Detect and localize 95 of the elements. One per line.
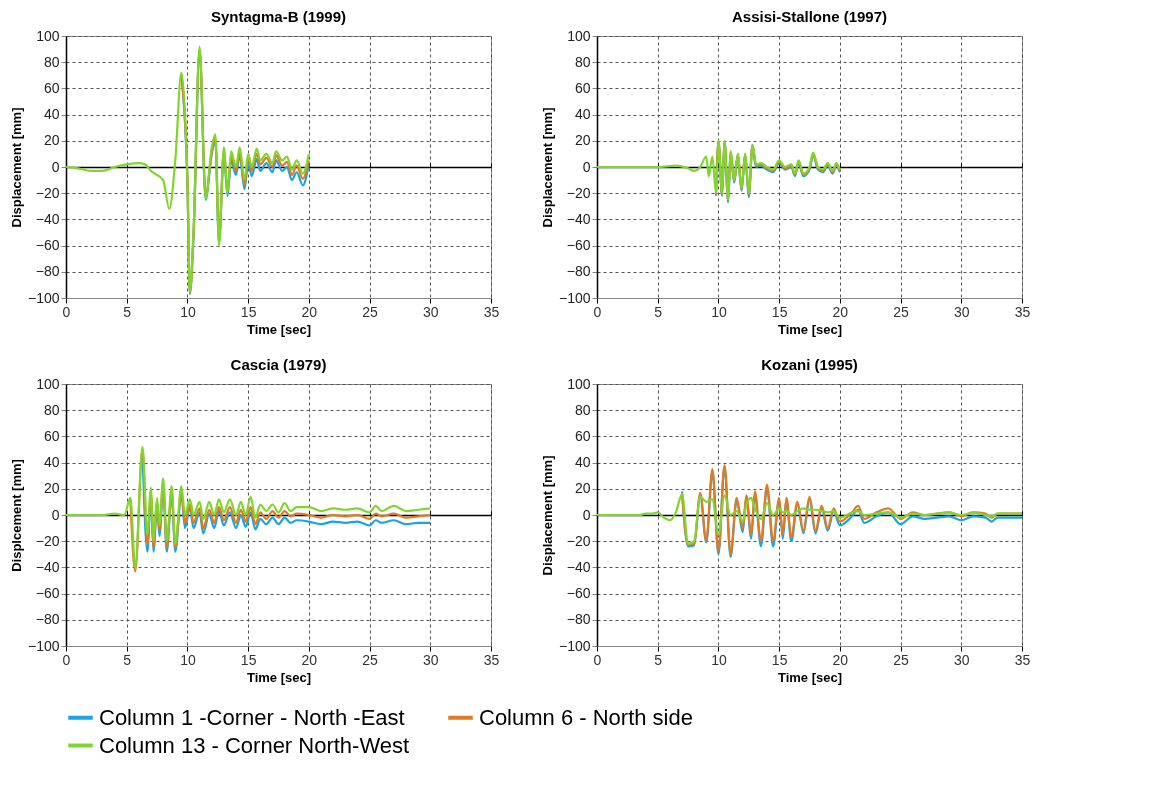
y-tick-label: 100 [36,375,60,392]
y-tick-label: −100 [558,289,591,306]
y-tick-label: −40 [566,558,591,575]
line-series [66,445,432,569]
y-tick-label: −100 [27,289,60,306]
x-tick-label: 20 [301,651,318,668]
y-tick-label: 100 [567,375,591,392]
y-tick-label: 40 [574,106,591,123]
x-tick-label: 20 [301,303,318,320]
y-tick-label: 80 [574,401,591,418]
x-tick-label: 30 [954,651,970,668]
y-tick-label: −80 [35,611,60,628]
y-axis-title: Displcement [mm] [8,459,24,572]
x-axis-title: Time [sec] [777,669,843,685]
y-tick-label: 100 [567,27,591,44]
x-tick-label: 30 [423,303,439,320]
y-tick-label: 0 [51,506,60,523]
y-tick-label: 0 [51,158,60,175]
x-tick-label: 35 [483,303,500,320]
y-tick-label: −80 [35,263,60,280]
x-tick-label: 10 [711,303,727,320]
y-tick-label: −80 [566,611,591,628]
x-tick-label: 25 [362,303,379,320]
y-tick-label: 40 [43,454,60,471]
y-axis-title: Displacement [mm] [539,455,555,576]
x-tick-label: 10 [180,651,196,668]
chart-title: Kozani (1995) [761,356,858,373]
y-tick-label: 80 [43,53,60,70]
y-tick-label: 100 [36,27,60,44]
y-tick-label: 40 [574,454,591,471]
x-tick-label: 0 [62,303,71,320]
x-tick-label: 0 [593,651,602,668]
line-series [597,492,1022,545]
y-tick-label: 80 [574,53,591,70]
y-tick-label: 20 [43,132,60,149]
y-tick-label: −80 [566,263,591,280]
x-tick-label: 25 [893,303,910,320]
x-tick-label: 35 [483,651,500,668]
y-tick-label: −40 [35,210,60,227]
x-tick-label: 35 [1014,303,1031,320]
x-tick-label: 15 [240,303,257,320]
x-tick-label: 0 [62,651,71,668]
y-tick-label: 60 [43,427,60,444]
x-tick-label: 15 [240,651,257,668]
x-tick-label: 0 [593,303,602,320]
y-tick-label: −20 [35,184,60,201]
y-axis-title: Displacement [mm] [8,107,24,228]
y-axis-title: Displacement [mm] [539,107,555,228]
y-tick-label: 80 [43,401,60,418]
x-axis-title: Time [sec] [246,669,312,685]
y-tick-label: −20 [35,532,60,549]
x-tick-label: 15 [771,651,788,668]
line-series [597,139,841,201]
y-tick-label: 20 [574,480,591,497]
x-tick-label: 5 [654,651,663,668]
x-tick-label: 30 [423,651,439,668]
y-tick-label: 60 [574,427,591,444]
y-tick-label: −60 [566,237,591,254]
y-tick-label: −100 [27,637,60,654]
line-series [66,45,310,293]
y-tick-label: −60 [35,237,60,254]
y-tick-label: 20 [43,480,60,497]
x-tick-label: 20 [832,651,849,668]
y-tick-label: 0 [582,506,591,523]
y-tick-label: −60 [35,585,60,602]
x-tick-label: 5 [123,303,132,320]
x-tick-label: 15 [771,303,788,320]
y-tick-label: −40 [566,210,591,227]
chart-title: Cascia (1979) [230,356,327,373]
x-tick-label: 10 [711,651,727,668]
x-axis-title: Time [sec] [777,321,843,337]
chart-title: Assisi-Stallone (1997) [731,8,888,25]
x-tick-label: 25 [362,651,379,668]
y-tick-label: 40 [43,106,60,123]
x-tick-label: 5 [123,651,132,668]
x-tick-label: 30 [954,303,970,320]
x-tick-label: 35 [1014,651,1031,668]
y-tick-label: −100 [558,637,591,654]
y-tick-label: 0 [582,158,591,175]
legend-label: Column 1 -Corner - North -East [99,704,405,730]
y-tick-label: 20 [574,132,591,149]
y-tick-label: −60 [566,585,591,602]
y-tick-label: −20 [566,184,591,201]
x-tick-label: 20 [832,303,849,320]
legend-label: Column 6 - North side [479,704,693,730]
chart-title: Syntagma-B (1999) [210,8,347,25]
y-tick-label: −40 [35,558,60,575]
x-axis-title: Time [sec] [246,321,312,337]
x-tick-label: 25 [893,651,910,668]
x-tick-label: 5 [654,303,663,320]
x-tick-label: 10 [180,303,196,320]
y-tick-label: 60 [574,79,591,96]
y-tick-label: −20 [566,532,591,549]
legend-label: Column 13 - Corner North-West [99,732,410,758]
y-tick-label: 60 [43,79,60,96]
